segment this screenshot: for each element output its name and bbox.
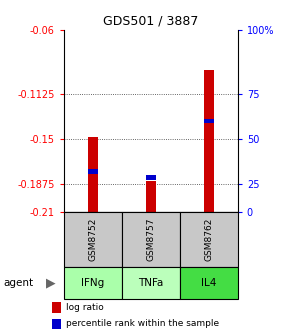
Text: GSM8762: GSM8762 [204, 218, 213, 261]
Bar [122, 267, 180, 299]
Text: TNFa: TNFa [138, 278, 164, 288]
Text: GSM8757: GSM8757 [146, 218, 155, 261]
Title: GDS501 / 3887: GDS501 / 3887 [103, 15, 198, 28]
Bar [146, 175, 156, 180]
Bar [204, 119, 214, 123]
Text: ▶: ▶ [46, 277, 56, 290]
Text: GSM8752: GSM8752 [88, 218, 97, 261]
Bar [52, 302, 61, 313]
Bar [146, 181, 156, 212]
Bar [122, 212, 180, 267]
Bar [88, 169, 98, 174]
Text: percentile rank within the sample: percentile rank within the sample [66, 319, 219, 328]
Text: IL4: IL4 [201, 278, 217, 288]
Text: agent: agent [3, 278, 33, 288]
Text: log ratio: log ratio [66, 303, 104, 312]
Bar [64, 267, 122, 299]
Bar [64, 212, 122, 267]
Bar [180, 212, 238, 267]
Text: IFNg: IFNg [81, 278, 104, 288]
Bar [88, 137, 98, 212]
Bar [204, 70, 214, 212]
Bar [52, 319, 61, 329]
Bar [180, 267, 238, 299]
